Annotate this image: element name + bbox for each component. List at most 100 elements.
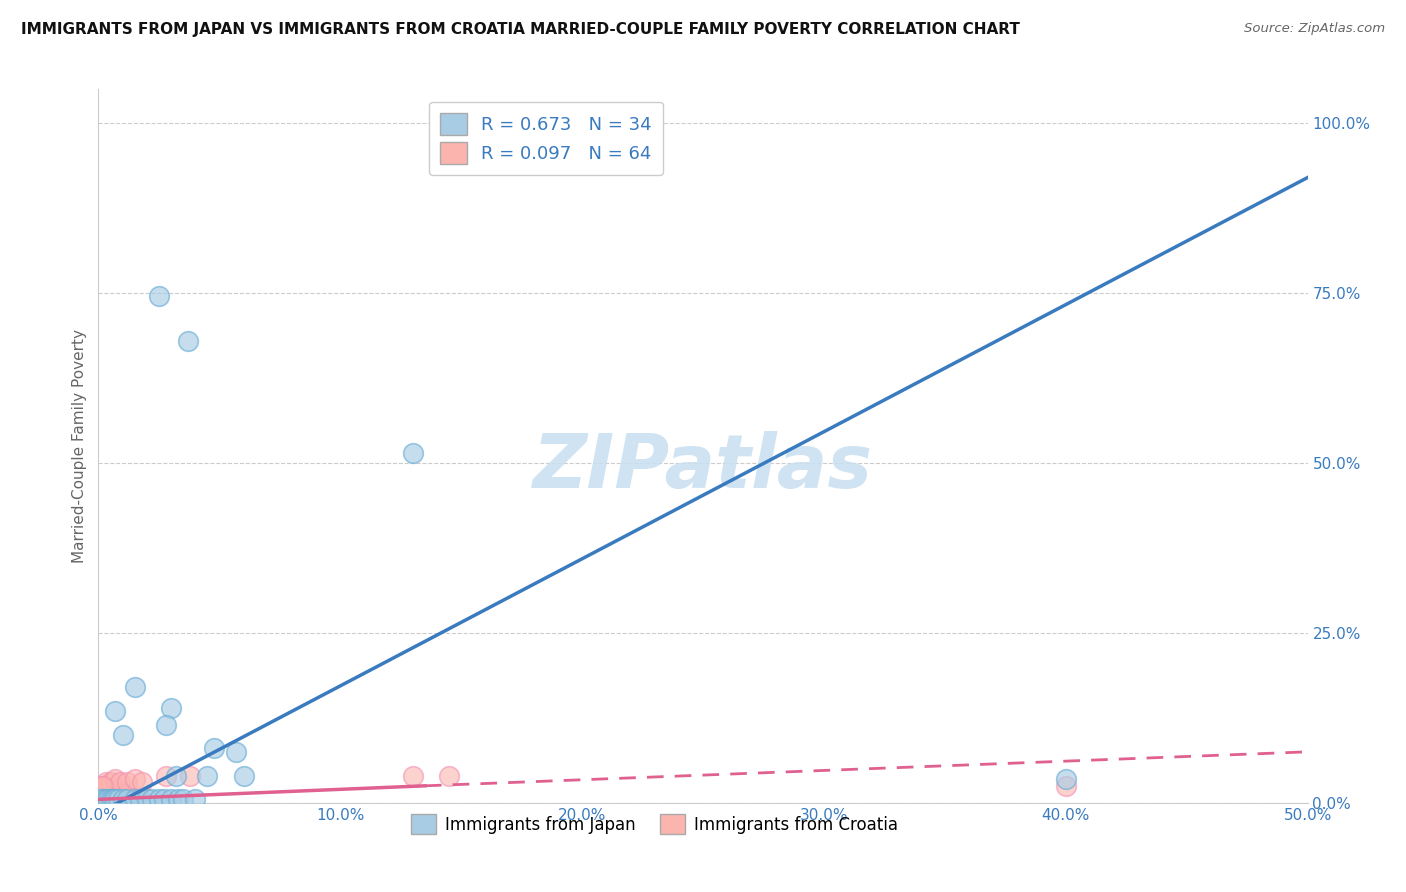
Point [117,792,139,806]
Point [100,792,122,806]
Point [89,786,111,800]
Point [91,782,114,797]
Point [101,789,124,803]
Point [131,775,153,789]
Point [148,289,170,303]
Point [111,728,134,742]
Point [141,792,163,806]
Y-axis label: Married-Couple Family Poverty: Married-Couple Family Poverty [72,329,87,563]
Point [1054,779,1077,793]
Point [94,792,117,806]
Point [204,741,226,756]
Point [124,772,146,786]
Point [94,786,117,800]
Point [91,786,114,800]
Point [97,786,120,800]
Point [160,792,183,806]
Point [107,792,129,806]
Point [184,792,207,806]
Point [104,789,127,803]
Point [90,789,112,803]
Point [101,786,124,800]
Point [104,772,127,786]
Point [152,792,174,806]
Point [89,789,111,803]
Point [93,792,115,806]
Point [91,792,114,806]
Point [89,792,111,806]
Point [90,782,112,797]
Point [91,782,114,797]
Point [91,792,114,806]
Point [91,786,114,800]
Point [104,792,127,806]
Point [91,779,114,793]
Point [97,782,120,797]
Point [177,334,200,348]
Point [104,704,127,718]
Point [107,789,129,803]
Point [108,786,131,800]
Point [179,769,201,783]
Point [108,789,131,803]
Point [155,717,177,731]
Legend: Immigrants from Japan, Immigrants from Croatia: Immigrants from Japan, Immigrants from C… [405,807,904,841]
Point [117,775,139,789]
Point [148,792,170,806]
Point [107,782,129,797]
Text: ZIPatlas: ZIPatlas [533,431,873,504]
Point [94,792,117,806]
Point [107,786,129,800]
Point [165,769,187,783]
Point [111,786,134,800]
Point [128,792,150,806]
Point [111,792,134,806]
Point [100,775,122,789]
Point [160,700,183,714]
Point [135,792,157,806]
Point [90,786,112,800]
Point [97,789,120,803]
Point [232,769,254,783]
Point [1054,772,1077,786]
Point [104,786,127,800]
Point [94,789,117,803]
Point [91,789,114,803]
Point [90,792,112,806]
Point [90,792,112,806]
Point [117,792,139,806]
Point [100,792,122,806]
Point [124,680,146,694]
Point [97,792,120,806]
Point [94,782,117,797]
Point [104,792,127,806]
Point [108,775,131,789]
Text: Source: ZipAtlas.com: Source: ZipAtlas.com [1244,22,1385,36]
Point [108,792,131,806]
Point [107,792,129,806]
Point [91,789,114,803]
Point [101,792,124,806]
Point [167,792,190,806]
Point [111,789,134,803]
Point [437,769,460,783]
Point [402,446,425,460]
Point [195,769,218,783]
Point [100,789,122,803]
Point [101,792,124,806]
Point [100,782,122,797]
Point [225,745,247,759]
Point [94,775,117,789]
Point [100,786,122,800]
Point [104,782,127,797]
Point [101,782,124,797]
Text: IMMIGRANTS FROM JAPAN VS IMMIGRANTS FROM CROATIA MARRIED-COUPLE FAMILY POVERTY C: IMMIGRANTS FROM JAPAN VS IMMIGRANTS FROM… [21,22,1019,37]
Point [90,779,112,793]
Point [97,792,120,806]
Point [124,792,146,806]
Point [118,792,141,806]
Point [172,792,194,806]
Point [402,769,425,783]
Point [114,792,136,806]
Point [91,792,114,806]
